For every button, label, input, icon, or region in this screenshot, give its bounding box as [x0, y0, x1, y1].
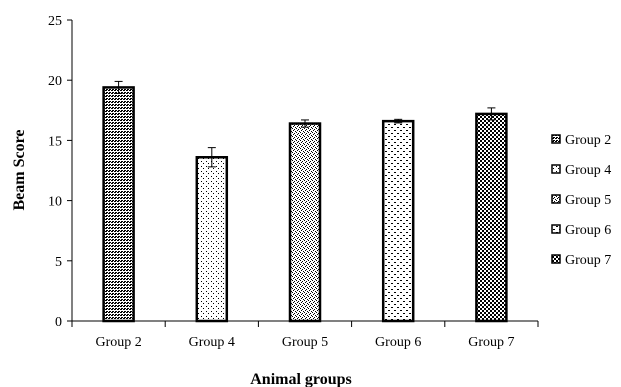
error-bar: [394, 118, 403, 124]
x-tick-label: Group 5: [282, 335, 328, 350]
legend-swatch: [551, 134, 561, 144]
legend-label: Group 5: [565, 193, 611, 208]
legend-swatch: [551, 164, 561, 174]
y-tick-labels: 0 5 10 15 20 25: [48, 14, 62, 330]
x-tick-label: Group 2: [95, 335, 141, 350]
y-tick-label: 10: [48, 195, 62, 210]
legend-label: Group 7: [565, 253, 611, 268]
x-axis-title: Animal groups: [250, 371, 352, 387]
bar-group-7: [475, 112, 508, 323]
y-tick-label: 20: [48, 74, 62, 89]
y-tick-label: 15: [48, 134, 62, 149]
legend-label: Group 4: [565, 163, 611, 178]
bar-group-2: [102, 86, 135, 323]
bar-group-5: [288, 122, 322, 323]
legend-item: Group 6: [551, 223, 611, 238]
legend-swatch: [551, 254, 561, 264]
bar-group-6: [381, 119, 415, 323]
y-axis-title: Beam Score: [11, 129, 28, 210]
y-tick-label: 5: [55, 255, 62, 270]
legend-item: Group 7: [551, 253, 611, 268]
chart-bars: [102, 86, 508, 323]
error-bar: [114, 80, 123, 94]
y-tick-label: 0: [55, 315, 62, 330]
legend-item: Group 4: [551, 163, 611, 178]
chart-error-bars: [114, 80, 496, 168]
y-tick-label: 25: [48, 14, 62, 29]
x-tick-label: Group 4: [189, 335, 235, 350]
error-bar: [301, 119, 309, 128]
legend-item: Group 5: [551, 193, 611, 208]
legend-swatch: [551, 224, 561, 234]
legend-swatch: [551, 194, 561, 204]
error-bar: [207, 147, 216, 168]
x-tick-label: Group 7: [468, 335, 514, 350]
chart-legend: Group 2 Group 4 Group 5 Group 6 Group 7: [551, 133, 611, 268]
legend-item: Group 2: [551, 133, 611, 148]
bar-group-4: [195, 156, 229, 323]
error-bar: [487, 107, 496, 121]
x-tick-labels: Group 2 Group 4 Group 5 Group 6 Group 7: [95, 335, 514, 350]
legend-label: Group 2: [565, 133, 611, 148]
chart-axes: [67, 19, 539, 327]
legend-label: Group 6: [565, 223, 611, 238]
x-tick-label: Group 6: [375, 335, 421, 350]
